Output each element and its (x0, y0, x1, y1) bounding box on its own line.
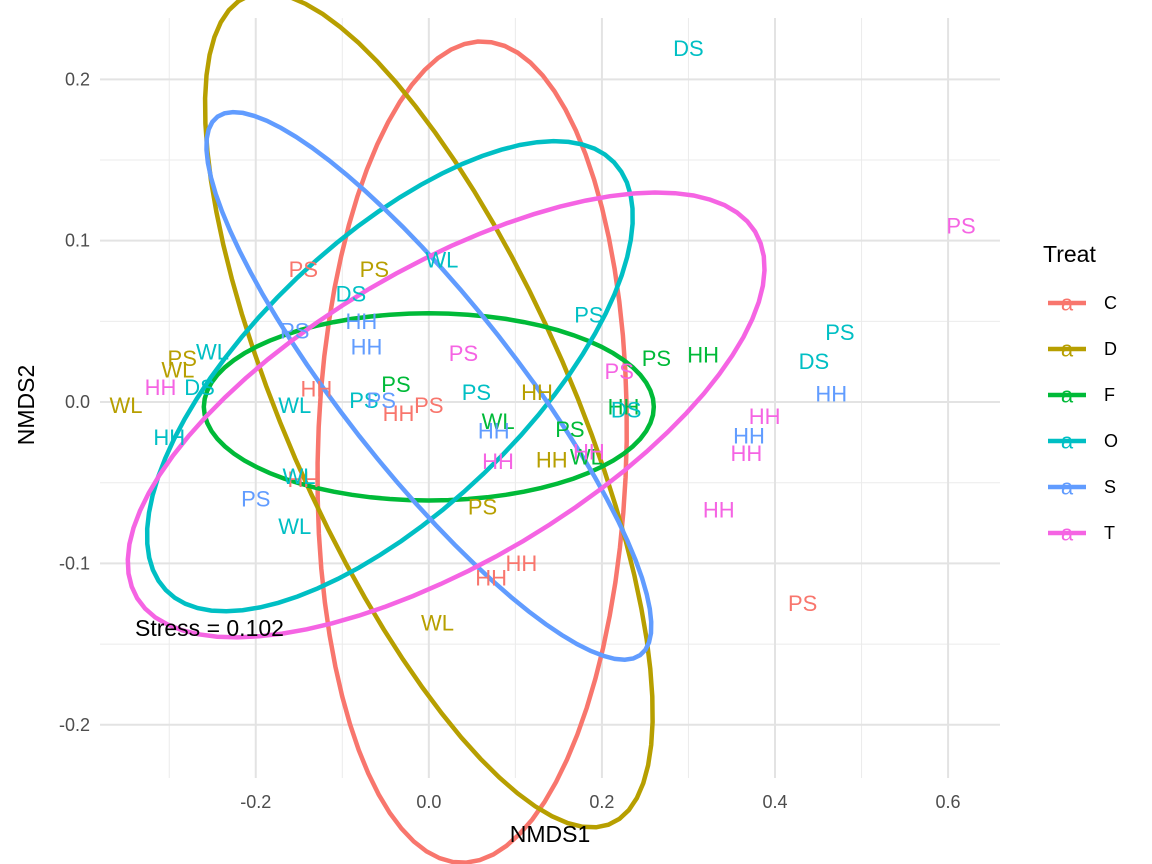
legend-label: C (1104, 293, 1117, 313)
y-tick-label: 0.2 (65, 69, 90, 89)
point-label-O: PS (574, 302, 603, 327)
point-label-C: PS (788, 591, 817, 616)
point-label-O: DS (336, 281, 367, 306)
x-axis-ticks: -0.2 0.0 0.2 0.4 0.6 (240, 792, 960, 812)
point-label-S: HH (478, 419, 510, 444)
point-label-D: WL (421, 611, 454, 636)
point-label-C: HH (287, 467, 319, 492)
point-label-O: WL (278, 514, 311, 539)
point-label-T: HH (573, 440, 605, 465)
legend-swatch-glyph: a (1061, 521, 1074, 546)
point-label-O: DS (611, 398, 642, 423)
point-label-O: HH (153, 425, 185, 450)
point-label-F: PS (555, 417, 584, 442)
point-label-C: PS (414, 393, 443, 418)
x-tick-label: 0.4 (762, 792, 787, 812)
point-label-D: HH (536, 448, 568, 473)
y-tick-label: 0.0 (65, 392, 90, 412)
point-label-D: PS (360, 257, 389, 282)
legend-label: D (1104, 339, 1117, 359)
point-label-F: PS (642, 346, 671, 371)
y-tick-label: -0.1 (59, 553, 90, 573)
legend-label: O (1104, 431, 1118, 451)
point-label-D: HH (521, 380, 553, 405)
ellipse-S (204, 109, 654, 662)
point-label-D: PS (168, 346, 197, 371)
point-label-S: HH (345, 309, 377, 334)
point-label-S: HH (351, 335, 383, 360)
point-label-F: HH (608, 394, 640, 419)
point-label-O: PS (825, 320, 854, 345)
point-label-O: DS (184, 375, 215, 400)
point-label-T: HH (749, 404, 781, 429)
point-label-O: DS (799, 349, 830, 374)
point-label-S: HH (815, 381, 847, 406)
legend-title: Treat (1043, 241, 1096, 267)
point-label-F: WL (482, 409, 515, 434)
legend-label: T (1104, 523, 1115, 543)
point-label-S: PS (241, 486, 270, 511)
ellipse-F (201, 311, 657, 503)
point-label-C: PS (289, 257, 318, 282)
point-label-T: HH (482, 449, 514, 474)
y-tick-label: -0.2 (59, 715, 90, 735)
point-label-O: PS (349, 388, 378, 413)
point-label-O: WL (196, 340, 229, 365)
point-label-S: HH (733, 423, 765, 448)
point-label-S: PS (280, 319, 309, 344)
y-axis-ticks: -0.2 -0.1 0.0 0.1 0.2 (59, 69, 90, 734)
x-axis-title: NMDS1 (510, 821, 591, 847)
x-tick-label: 0.0 (416, 792, 441, 812)
point-label-O: WL (283, 464, 316, 489)
y-tick-label: 0.1 (65, 231, 90, 251)
stress-annotation: Stress = 0.102 (135, 615, 284, 641)
legend-swatch-glyph: a (1061, 383, 1074, 408)
point-label-T: HH (703, 498, 735, 523)
point-label-C: HH (383, 401, 415, 426)
point-label-O: DS (673, 36, 704, 61)
ellipse-D (202, 0, 655, 830)
point-label-D: WL (161, 357, 194, 382)
point-label-F: HH (687, 343, 719, 368)
point-label-F: WL (570, 444, 603, 469)
point-label-C: HH (506, 551, 538, 576)
point-label-S: PS (367, 388, 396, 413)
ellipse-C (315, 39, 629, 864)
y-axis-title: NMDS2 (13, 365, 39, 446)
ellipse-T (125, 190, 767, 640)
legend-swatch-glyph: a (1061, 291, 1074, 316)
point-label-D: PS (468, 494, 497, 519)
point-label-O: PS (462, 380, 491, 405)
point-label-T: PS (449, 341, 478, 366)
point-label-C: HH (475, 565, 507, 590)
legend-swatch-glyph: a (1061, 429, 1074, 454)
point-label-F: PS (381, 372, 410, 397)
point-label-T: PS (605, 359, 634, 384)
legend-label: F (1104, 385, 1115, 405)
legend-swatch-glyph: a (1061, 337, 1074, 362)
legend: Treat a Ca Da Fa Oa Sa T (1043, 241, 1118, 546)
legend-label: S (1104, 477, 1116, 497)
point-label-T: HH (731, 441, 763, 466)
x-tick-label: 0.6 (936, 792, 961, 812)
x-tick-label: -0.2 (240, 792, 271, 812)
point-label-T: PS (946, 214, 975, 239)
legend-swatch-glyph: a (1061, 475, 1074, 500)
ellipse-layer (125, 0, 767, 864)
ellipse-O (144, 138, 635, 614)
point-label-D: WL (109, 393, 142, 418)
point-label-O: WL (278, 393, 311, 418)
x-tick-label: 0.2 (589, 792, 614, 812)
point-label-C: HH (300, 377, 332, 402)
point-label-O: WL (425, 248, 458, 273)
point-label-T: HH (145, 375, 177, 400)
